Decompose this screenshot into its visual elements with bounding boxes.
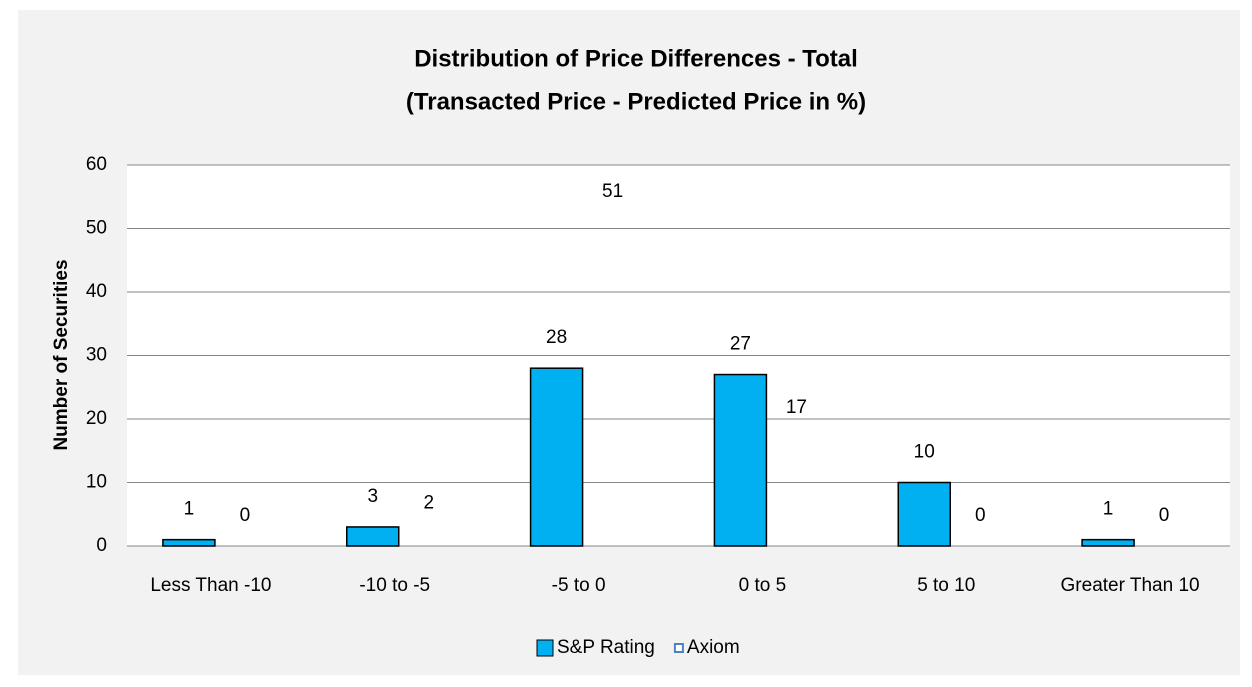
chart-title: Distribution of Price Differences - Tota… [414, 45, 858, 72]
data-label: 17 [786, 397, 807, 418]
data-label: 3 [367, 486, 378, 507]
y-tick-label: 50 [86, 218, 107, 239]
x-tick-label: 5 to 10 [917, 575, 975, 596]
bar [162, 538, 216, 547]
bar [770, 438, 822, 546]
legend-swatch [673, 643, 684, 653]
legend-label: Axiom [687, 637, 740, 658]
data-label: 28 [546, 327, 567, 348]
bar [713, 373, 768, 547]
data-label: 1 [184, 499, 195, 520]
data-label: 0 [975, 505, 986, 526]
legend-swatch [536, 639, 554, 657]
y-tick-label: 0 [96, 535, 107, 556]
bar [897, 481, 951, 547]
data-label: 0 [240, 505, 251, 526]
bar [403, 533, 455, 546]
bar [346, 526, 400, 547]
data-label: 1 [1103, 499, 1114, 520]
y-tick-label: 40 [86, 281, 107, 302]
bar [1081, 538, 1135, 547]
x-tick-label: -5 to 0 [552, 575, 606, 596]
bar [529, 367, 584, 547]
y-tick-label: 10 [86, 472, 107, 493]
data-label: 27 [730, 334, 751, 355]
x-tick-label: -10 to -5 [359, 575, 430, 596]
data-label: 2 [423, 492, 434, 513]
bar [587, 222, 639, 546]
y-tick-label: 30 [86, 345, 107, 366]
x-tick-label: Greater Than 10 [1061, 575, 1200, 596]
y-tick-label: 60 [86, 154, 107, 175]
x-tick-label: Less Than -10 [150, 575, 271, 596]
data-label: 0 [1159, 505, 1170, 526]
legend-label: S&P Rating [557, 637, 655, 658]
x-tick-label: 0 to 5 [739, 575, 787, 596]
data-label: 10 [914, 442, 935, 463]
data-label: 51 [602, 181, 623, 202]
y-tick-label: 20 [86, 408, 107, 429]
y-axis-title: Number of Securities [51, 259, 72, 450]
chart-subtitle: (Transacted Price - Predicted Price in %… [406, 88, 866, 115]
